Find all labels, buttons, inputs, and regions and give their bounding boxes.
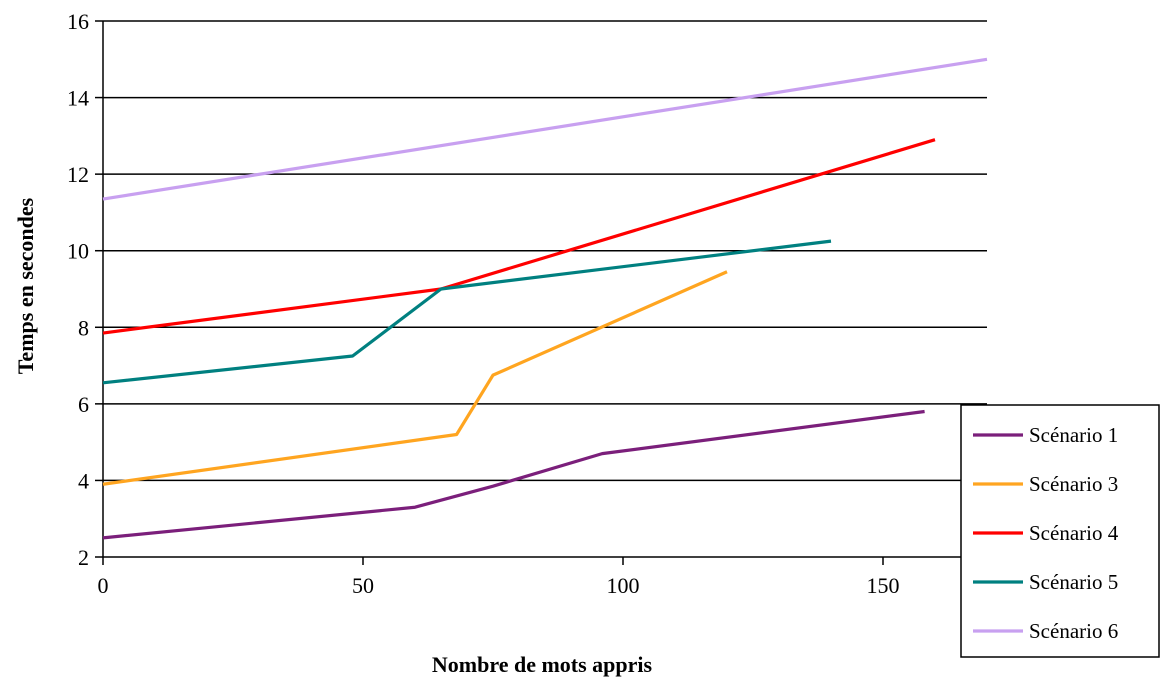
series-line-2: [103, 272, 727, 484]
legend-label: Scénario 6: [1029, 619, 1118, 643]
y-tick-label: 16: [67, 9, 89, 34]
x-tick-label: 100: [607, 573, 640, 598]
series-line-1: [103, 412, 925, 538]
x-tick-label: 150: [867, 573, 900, 598]
y-tick-label: 8: [78, 315, 89, 340]
legend-label: Scénario 4: [1029, 521, 1119, 545]
y-tick-label: 4: [78, 468, 89, 493]
legend-label: Scénario 5: [1029, 570, 1118, 594]
x-tick-label: 50: [352, 573, 374, 598]
series-line-3: [103, 140, 935, 333]
x-axis-title: Nombre de mots appris: [432, 652, 653, 677]
x-tick-label: 0: [98, 573, 109, 598]
gridlines: [103, 21, 987, 480]
y-tick-label: 12: [67, 162, 89, 187]
y-tick-label: 10: [67, 239, 89, 264]
legend-label: Scénario 1: [1029, 423, 1118, 447]
axes: [95, 21, 987, 565]
legend-label: Scénario 3: [1029, 472, 1118, 496]
y-tick-label: 2: [78, 545, 89, 570]
series-lines: [103, 59, 987, 538]
y-axis-title: Temps en secondes: [13, 197, 38, 374]
series-line-5: [103, 59, 987, 199]
series-line-4: [103, 241, 831, 383]
y-tick-label: 6: [78, 392, 89, 417]
y-tick-label: 14: [67, 86, 89, 111]
legend: Scénario 1 Scénario 3 Scénario 4 Scénario 5…: [961, 405, 1159, 657]
